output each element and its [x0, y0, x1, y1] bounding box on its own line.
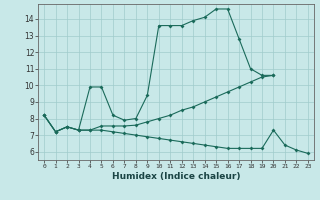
X-axis label: Humidex (Indice chaleur): Humidex (Indice chaleur) [112, 172, 240, 181]
